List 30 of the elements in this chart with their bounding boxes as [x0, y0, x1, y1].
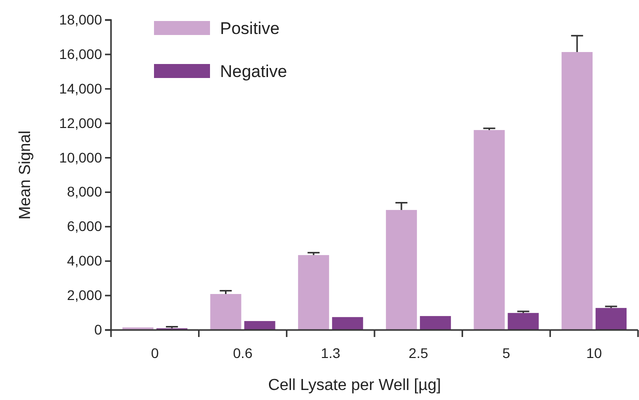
bar — [244, 321, 276, 330]
y-tick-label: 10,000 — [59, 149, 102, 166]
bar — [420, 316, 451, 330]
bar — [562, 52, 593, 330]
bar — [386, 210, 417, 330]
x-tick-label: 2.5 — [408, 345, 428, 361]
bar — [298, 255, 330, 330]
bar — [210, 294, 242, 330]
y-tick-label: 12,000 — [59, 114, 102, 131]
x-tick-label: 5 — [502, 345, 510, 361]
y-tick-label: 4,000 — [66, 252, 102, 269]
bar — [332, 317, 364, 330]
bar — [508, 312, 539, 330]
y-tick-label: 2,000 — [66, 287, 102, 304]
bar — [474, 130, 505, 330]
x-tick-label: 0.6 — [233, 345, 253, 361]
x-axis-title: Cell Lysate per Well [µg] — [268, 377, 441, 394]
x-tick-label: 0 — [151, 345, 160, 361]
x-tick-label: 1.3 — [320, 345, 341, 361]
y-tick-label: 8,000 — [66, 184, 102, 200]
y-tick-label: 18,000 — [59, 11, 102, 28]
y-tick-label: 6,000 — [66, 218, 102, 234]
x-tick-label: 10 — [586, 345, 602, 361]
y-tick-label: 0 — [94, 321, 102, 338]
bar — [596, 308, 627, 330]
y-axis-title: Mean Signal — [17, 130, 34, 220]
y-tick-label: 14,000 — [59, 80, 102, 96]
y-tick-label: 16,000 — [59, 46, 102, 62]
legend-label: Negative — [220, 62, 288, 81]
legend-label: Positive — [220, 19, 280, 38]
